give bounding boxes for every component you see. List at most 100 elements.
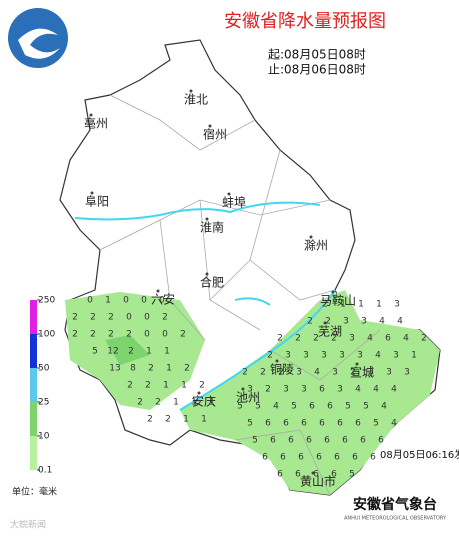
- city-label: 芜湖: [318, 324, 342, 339]
- agency: 安徽省气象台: [353, 496, 437, 513]
- rain-value: 0: [162, 330, 168, 340]
- rain-value: 2: [277, 334, 283, 344]
- rain-value: 4: [314, 368, 320, 378]
- city-label: 亳州: [84, 116, 108, 131]
- rain-value: 2: [199, 381, 205, 391]
- rain-value: 2: [313, 334, 319, 344]
- rain-value: 4: [403, 334, 409, 344]
- rain-value: 2: [72, 313, 78, 323]
- rain-value: 2: [184, 364, 190, 374]
- city-dot: [331, 290, 335, 294]
- rain-value: 1: [173, 398, 179, 408]
- city-label: 宿州: [203, 127, 227, 142]
- rain-value: 6: [319, 385, 325, 395]
- unit-label: 单位：毫米: [12, 486, 57, 498]
- rain-value: 2: [180, 330, 186, 340]
- rain-value: 1: [183, 415, 189, 425]
- rain-value: 6: [309, 402, 315, 412]
- rain-value: 12: [107, 347, 118, 357]
- rivers: [74, 201, 336, 411]
- rain-value: 1: [164, 347, 170, 357]
- rain-value: 1: [411, 351, 417, 361]
- city-dot: [227, 192, 231, 196]
- rain-value: 2: [147, 415, 153, 425]
- rain-value: 2: [242, 368, 248, 378]
- rain-value: 6: [324, 436, 330, 446]
- rain-value: 6: [334, 453, 340, 463]
- watermark: 大皖新闻: [10, 519, 46, 531]
- rain-value: 3: [332, 368, 338, 378]
- rain-value: 3: [283, 385, 289, 395]
- rain-value: 6: [337, 419, 343, 429]
- rain-value: 4: [355, 385, 361, 395]
- rain-value: 2: [137, 398, 143, 408]
- rain-value: 6: [262, 453, 268, 463]
- rain-value: 1: [105, 296, 111, 306]
- rain-value: 2: [90, 313, 96, 323]
- rain-value: 2: [126, 330, 132, 340]
- city-dot: [241, 387, 245, 391]
- city-label: 宣城: [350, 365, 374, 380]
- city-dot: [90, 191, 94, 195]
- city-label: 马鞍山: [320, 293, 356, 308]
- rain-value: 3: [303, 351, 309, 361]
- rain-value: 4: [381, 402, 387, 412]
- city-dot: [189, 89, 193, 93]
- rain-value: 2: [108, 313, 114, 323]
- rain-value: 6: [331, 470, 337, 480]
- rain-value: 5: [252, 436, 258, 446]
- rain-value: 2: [307, 317, 313, 327]
- city-label: 合肥: [200, 275, 224, 290]
- rain-value: 2: [260, 368, 266, 378]
- rain-value: 5: [363, 402, 369, 412]
- rain-value: 5: [255, 402, 261, 412]
- legend-band: [30, 402, 37, 436]
- city-label: 蚌埠: [222, 196, 246, 210]
- rain-value: 2: [148, 364, 154, 374]
- rain-value: 6: [352, 453, 358, 463]
- rain-value: 0: [123, 296, 129, 306]
- rain-value: 3: [404, 368, 410, 378]
- rain-value: 4: [375, 351, 381, 361]
- rain-value: 4: [379, 317, 385, 327]
- start-time: 起:08月05日08时: [268, 48, 366, 62]
- rain-value: 2: [325, 317, 331, 327]
- rain-value: 6: [301, 419, 307, 429]
- city-dot: [89, 113, 93, 117]
- city-dot: [156, 289, 160, 293]
- rain-value: 6: [283, 419, 289, 429]
- agency-en: ANHUI METEOROLOGICAL OBSERVATORY: [344, 516, 447, 522]
- city-dot: [275, 359, 279, 363]
- rain-value: 3: [321, 351, 327, 361]
- rain-value: 6: [306, 436, 312, 446]
- city-dot: [208, 124, 212, 128]
- rain-value: 4: [397, 317, 403, 327]
- rain-value: 4: [273, 402, 279, 412]
- city-label: 淮北: [184, 93, 208, 107]
- legend-tick-label: 10: [38, 432, 50, 442]
- rain-value: 6: [295, 470, 301, 480]
- rain-value: 5: [237, 402, 243, 412]
- legend-tick-label: 25: [38, 398, 49, 408]
- city-dot: [355, 362, 359, 366]
- city-label: 安庆: [192, 394, 216, 409]
- rain-value: 2: [165, 415, 171, 425]
- rain-value: 6: [319, 419, 325, 429]
- legend-band: [30, 368, 37, 402]
- rain-value: 0: [159, 296, 165, 306]
- legend-tick-label: 100: [38, 330, 55, 340]
- rain-value: 4: [373, 385, 379, 395]
- legend-band: [30, 334, 37, 368]
- rain-value: 3: [285, 351, 291, 361]
- rain-value: 13: [109, 364, 120, 374]
- rain-value: 6: [370, 453, 376, 463]
- rain-value: 5: [291, 402, 297, 412]
- rain-value: 1: [181, 381, 187, 391]
- rain-value: 8: [130, 364, 136, 374]
- legend-band: [30, 300, 37, 334]
- rain-value: 0: [144, 330, 150, 340]
- rain-value: 5: [373, 419, 379, 429]
- city-dot: [309, 235, 313, 239]
- rain-value: 1: [201, 415, 207, 425]
